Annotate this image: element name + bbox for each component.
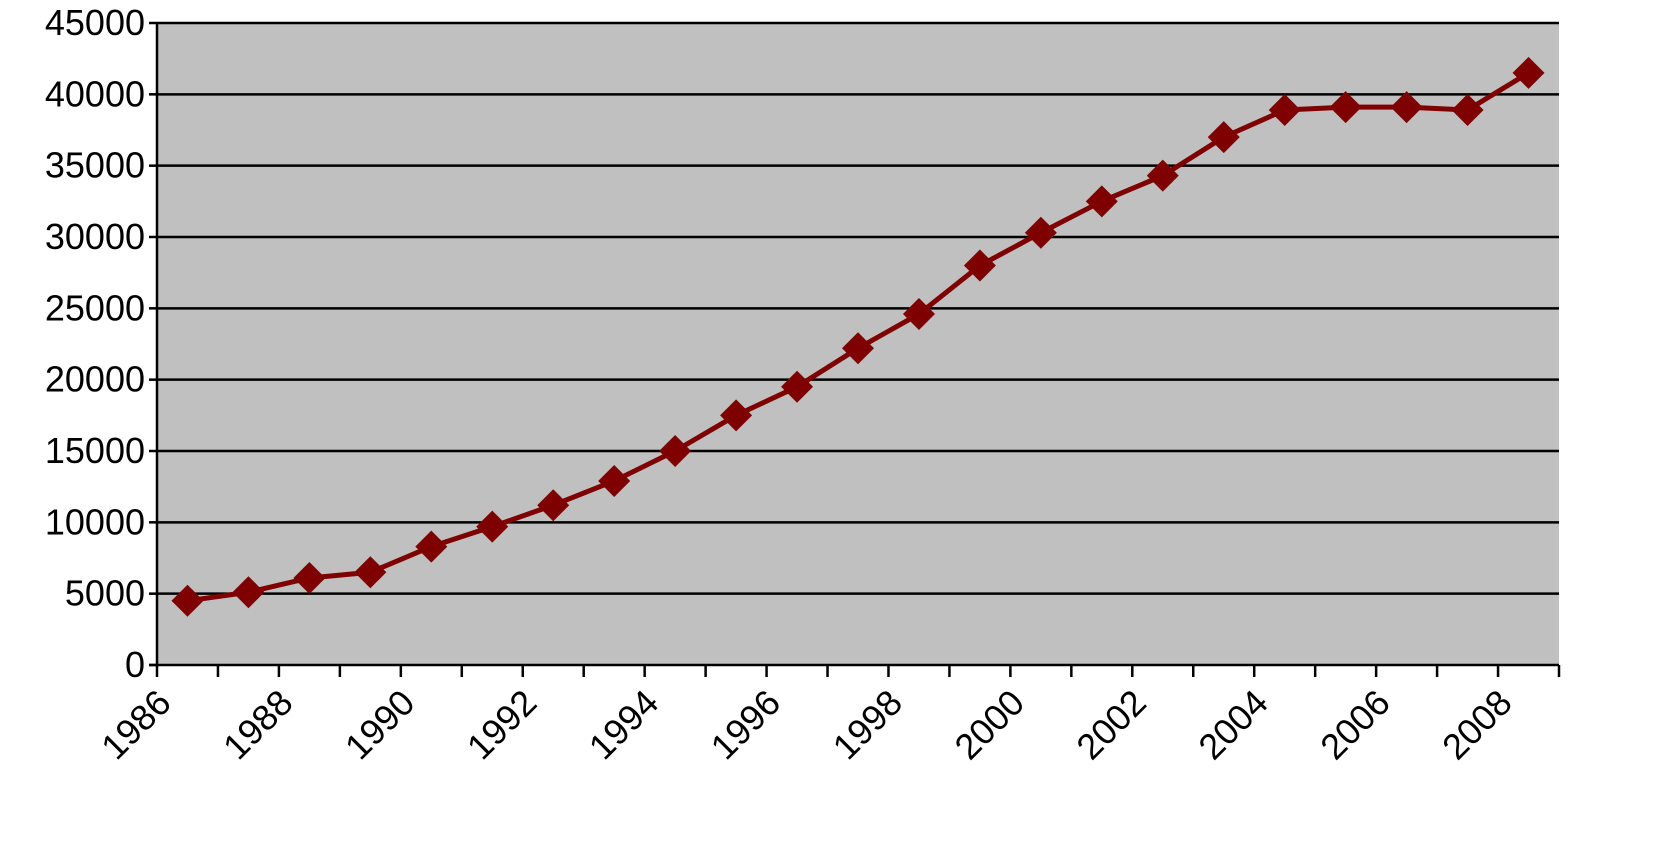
data-point-marker <box>1451 94 1484 127</box>
data-point-marker <box>354 556 387 589</box>
x-tick-label: 1994 <box>581 682 667 768</box>
data-point-marker <box>1085 185 1118 218</box>
data-series <box>171 56 1545 617</box>
data-point-marker <box>1329 91 1362 124</box>
y-tick-label: 30000 <box>45 216 145 257</box>
data-point-marker <box>659 435 692 467</box>
data-point-marker <box>1268 94 1301 127</box>
data-point-marker <box>963 249 996 282</box>
x-tick-label: 2004 <box>1190 682 1276 768</box>
x-tick-label: 1988 <box>215 682 301 768</box>
y-tick-label: 5000 <box>65 573 145 614</box>
data-point-marker <box>415 530 448 563</box>
data-point-marker <box>842 332 874 365</box>
data-point-marker <box>1146 159 1179 192</box>
y-tick-label: 10000 <box>45 501 145 542</box>
y-tick-label: 20000 <box>45 359 145 400</box>
y-tick-label: 15000 <box>45 430 145 471</box>
x-tick-label: 2006 <box>1312 682 1398 768</box>
y-tick-label: 25000 <box>45 287 145 328</box>
data-point-marker <box>1207 121 1240 154</box>
x-tick-label: 1986 <box>93 682 179 768</box>
y-tick-label: 45000 <box>45 2 145 43</box>
y-tick-label: 40000 <box>45 73 145 114</box>
x-tick-label: 1992 <box>459 682 545 768</box>
data-point-marker <box>1390 91 1423 124</box>
gridlines <box>157 21 1559 595</box>
data-point-marker <box>476 510 509 543</box>
x-axis-tick-labels: 1986 1988 1990 1992 1994 1996 1998 2000 2002 2004… <box>93 682 1520 768</box>
x-tick-label: 2008 <box>1434 682 1520 768</box>
data-point-marker <box>293 561 326 594</box>
data-point-marker <box>598 464 631 497</box>
data-point-marker <box>232 576 265 609</box>
axes <box>149 21 1561 677</box>
data-point-marker <box>1512 56 1545 89</box>
data-point-marker <box>781 370 814 403</box>
data-point-marker <box>1024 216 1057 249</box>
data-point-marker <box>720 399 753 432</box>
data-point-marker <box>537 489 570 522</box>
data-point-marker <box>171 584 204 617</box>
y-tick-label: 0 <box>125 644 145 685</box>
y-tick-label: 35000 <box>45 145 145 186</box>
x-tick-label: 2000 <box>946 682 1032 768</box>
x-tick-label: 1990 <box>337 682 423 768</box>
x-tick-label: 1996 <box>703 682 789 768</box>
x-tick-label: 2002 <box>1068 682 1154 768</box>
y-axis-tick-labels: 0 5000 10000 15000 20000 25000 30000 35000 40000… <box>45 2 145 685</box>
x-tick-label: 1998 <box>825 682 911 768</box>
data-point-marker <box>902 298 935 331</box>
